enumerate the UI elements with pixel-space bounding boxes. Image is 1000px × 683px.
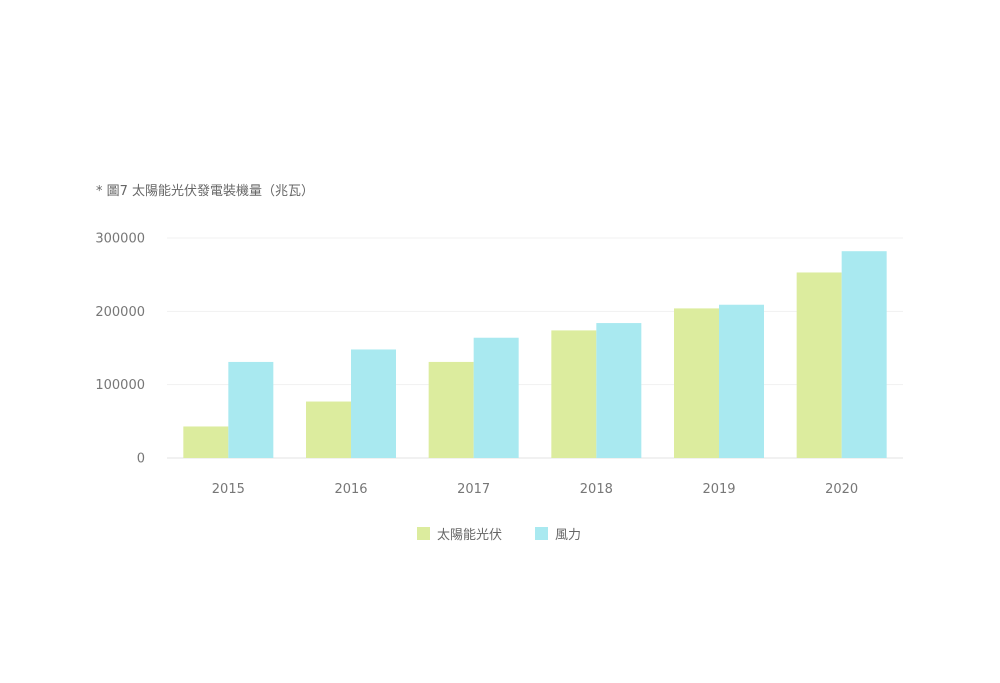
bars [183, 251, 887, 458]
legend-label-wind: 風力 [555, 528, 581, 543]
bar-wind-2017 [473, 337, 519, 458]
bar-wind-2015 [228, 361, 274, 458]
bar-wind-2018 [596, 323, 642, 458]
bar-wind-2016 [351, 349, 396, 458]
legend: 太陽能光伏 風力 [417, 527, 581, 543]
bar-wind-2019 [719, 304, 764, 458]
legend-swatch-solar [417, 527, 430, 540]
x-tick-label: 2019 [702, 482, 735, 497]
bar-solar-2017 [428, 361, 474, 458]
bar-wind-2020 [841, 251, 887, 458]
x-axis: 2015 2016 2017 2018 2019 2020 [212, 482, 858, 497]
y-tick-label: 100000 [95, 378, 145, 393]
bar-solar-2018 [551, 330, 597, 458]
y-tick-label: 300000 [95, 232, 145, 247]
x-tick-label: 2015 [212, 482, 245, 497]
bar-solar-2019 [674, 308, 719, 458]
grid-lines [167, 237, 903, 459]
chart-title: * 圖7 太陽能光伏發電裝機量（兆瓦） [96, 184, 315, 199]
bar-solar-2016 [306, 401, 351, 458]
x-tick-label: 2020 [825, 482, 858, 497]
x-tick-label: 2017 [457, 482, 490, 497]
x-tick-label: 2018 [580, 482, 613, 497]
legend-label-solar: 太陽能光伏 [437, 528, 502, 543]
bar-solar-2015 [183, 426, 229, 458]
y-tick-label: 0 [137, 452, 145, 467]
x-tick-label: 2016 [334, 482, 367, 497]
legend-swatch-wind [535, 527, 548, 540]
y-tick-label: 200000 [95, 305, 145, 320]
bar-solar-2020 [796, 272, 842, 458]
y-axis: 0 100000 200000 300000 [95, 232, 145, 467]
